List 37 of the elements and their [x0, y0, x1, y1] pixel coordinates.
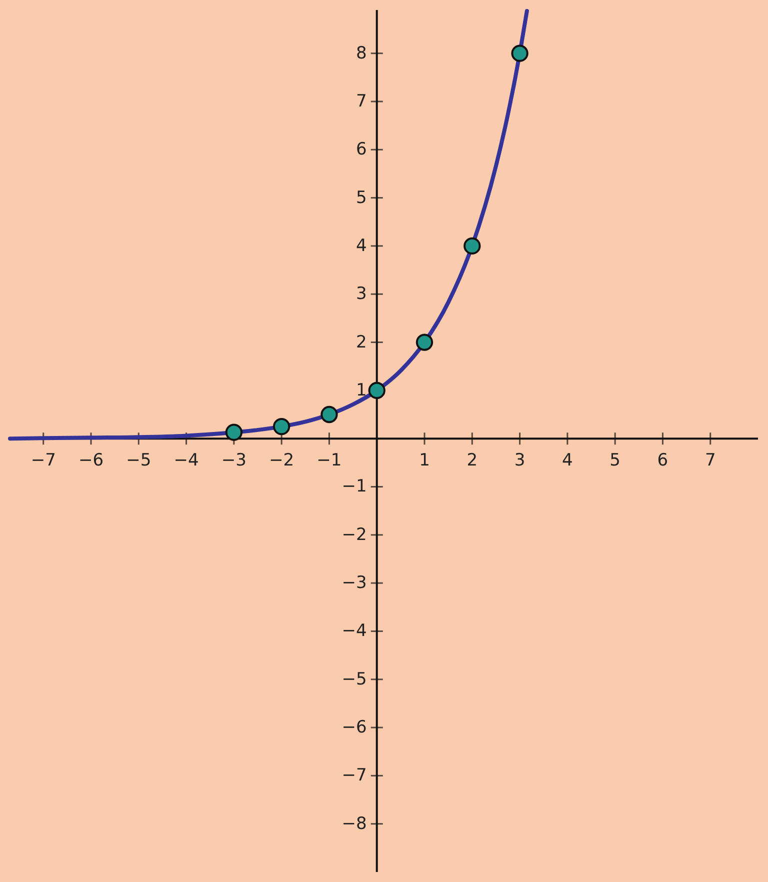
x-tick-label: 3 — [514, 450, 526, 471]
y-tick-label: 4 — [356, 236, 367, 256]
y-tick-label: −4 — [342, 621, 367, 642]
x-tick-label: −3 — [221, 450, 246, 471]
point — [464, 237, 481, 255]
y-tick-label: 2 — [356, 332, 367, 352]
y-tick-label: −5 — [342, 669, 367, 690]
x-tick-label: 2 — [466, 450, 478, 471]
point — [511, 44, 528, 62]
y-tick-label: −3 — [342, 573, 367, 594]
point — [416, 334, 434, 351]
y-tick-label: 6 — [356, 140, 367, 160]
point — [272, 418, 290, 436]
x-tick-label: 4 — [562, 450, 573, 471]
point — [368, 382, 386, 400]
y-tick-label: 5 — [356, 188, 367, 208]
x-tick-label: 5 — [610, 450, 620, 471]
y-tick-label: 8 — [356, 43, 367, 64]
x-tick-label: −4 — [174, 450, 199, 471]
x-tick-label: −2 — [269, 450, 294, 471]
x-tick-label: −7 — [30, 450, 56, 471]
x-tick-label: 6 — [657, 450, 668, 471]
y-tick-label: −8 — [342, 814, 367, 834]
x-tick-label: 7 — [704, 450, 716, 471]
point — [225, 424, 243, 441]
y-tick-label: 7 — [356, 91, 367, 112]
y-tick-label: 3 — [356, 284, 367, 304]
x-tick-label: 1 — [419, 450, 430, 471]
point — [320, 406, 338, 424]
y-tick-label: −1 — [342, 476, 367, 497]
y-tick-label: −6 — [342, 718, 367, 738]
y-tick-label: −2 — [342, 524, 367, 545]
x-tick-label: −6 — [78, 450, 104, 471]
y-tick-label: 1 — [356, 380, 367, 400]
x-tick-label: −1 — [316, 450, 342, 471]
x-tick-label: −5 — [126, 450, 152, 471]
y-tick-label: −7 — [342, 766, 367, 786]
